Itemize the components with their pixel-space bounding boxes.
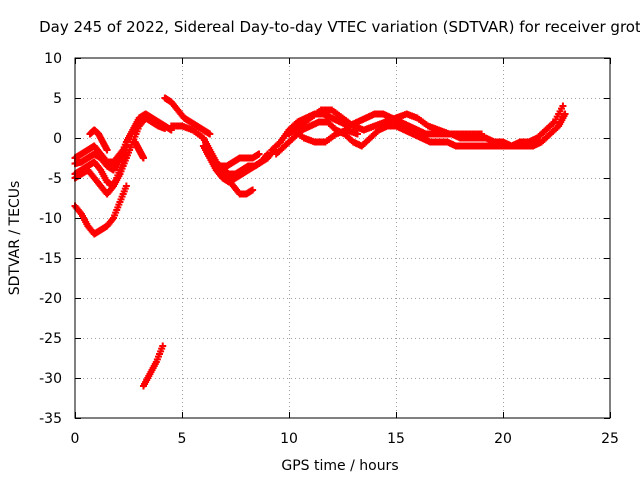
data-point bbox=[263, 151, 271, 159]
data-point bbox=[121, 143, 129, 151]
series-track-7 bbox=[131, 138, 147, 162]
y-tick-label: -10 bbox=[39, 211, 62, 227]
data-point bbox=[264, 150, 272, 158]
data-point bbox=[161, 124, 169, 132]
data-point bbox=[159, 342, 167, 350]
data-point bbox=[139, 154, 147, 162]
plot-frame bbox=[74, 57, 611, 419]
y-tick-label: 10 bbox=[44, 51, 62, 67]
data-point bbox=[108, 215, 116, 223]
y-axis-label: SDTVAR / TECUs bbox=[7, 181, 23, 296]
data-point bbox=[353, 130, 361, 138]
data-point bbox=[122, 182, 130, 190]
data-point bbox=[255, 150, 263, 158]
y-tick-label: -15 bbox=[39, 251, 62, 267]
y-tick-label: -30 bbox=[39, 371, 62, 387]
y-tick-label: -20 bbox=[39, 291, 62, 307]
x-axis-label: GPS time / hours bbox=[281, 458, 398, 474]
y-tick-label: -35 bbox=[39, 411, 62, 427]
series-track-6 bbox=[86, 126, 111, 154]
series-track-8 bbox=[161, 94, 214, 138]
data-point bbox=[103, 146, 111, 154]
x-tick-label: 20 bbox=[494, 431, 512, 447]
series-track-5 bbox=[71, 182, 130, 238]
series-track-4 bbox=[71, 142, 130, 166]
data-point bbox=[122, 142, 130, 150]
x-tick-label: 15 bbox=[387, 431, 405, 447]
y-tick-label: 0 bbox=[53, 131, 62, 147]
y-tick-label: 5 bbox=[53, 91, 62, 107]
data-point bbox=[108, 183, 116, 191]
data-points bbox=[71, 94, 569, 390]
x-tick-label: 10 bbox=[280, 431, 298, 447]
chart-title: Day 245 of 2022, Sidereal Day-to-day VTE… bbox=[39, 18, 640, 36]
series-track-17 bbox=[289, 126, 361, 146]
y-tick-label: -25 bbox=[39, 331, 62, 347]
x-tick-label: 0 bbox=[71, 431, 80, 447]
series-track-16 bbox=[285, 106, 486, 138]
data-point bbox=[206, 130, 214, 138]
data-point bbox=[249, 186, 257, 194]
axes: 0 5 10 15 20 25 10 5 0 -5 -10 -15 -20 -25 -30 -35 bbox=[39, 51, 619, 447]
data-point bbox=[559, 102, 567, 110]
x-tick-label: 5 bbox=[178, 431, 187, 447]
data-point bbox=[561, 110, 569, 118]
y-tick-label: -5 bbox=[48, 171, 62, 187]
series-track-9 bbox=[139, 342, 167, 390]
series-track-13 bbox=[204, 150, 263, 170]
x-tick-label: 25 bbox=[601, 431, 619, 447]
series-track-3 bbox=[71, 150, 130, 198]
data-point bbox=[478, 130, 486, 138]
data-point bbox=[122, 150, 130, 158]
